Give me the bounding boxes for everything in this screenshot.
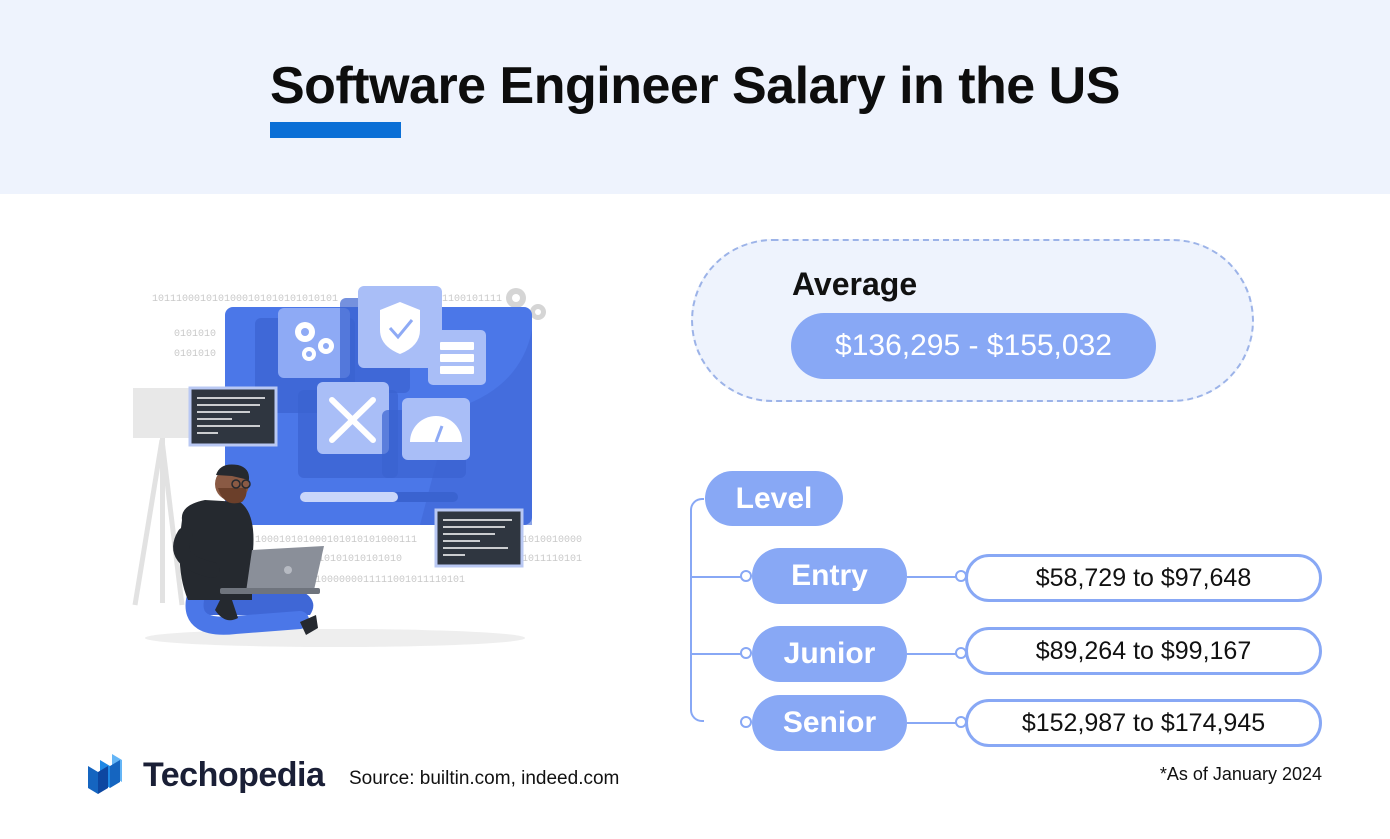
connector-line — [907, 653, 957, 655]
title-underline — [270, 122, 401, 138]
level-heading: Level — [705, 471, 843, 526]
level-senior-label: Senior — [752, 695, 907, 751]
connector-node — [740, 647, 752, 659]
level-junior-label: Junior — [752, 626, 907, 682]
binary-text: 1010010000 — [522, 535, 582, 546]
connector-node — [740, 716, 752, 728]
shield-icon — [380, 302, 420, 354]
gears-icon — [295, 322, 334, 361]
person-figure — [173, 464, 318, 635]
average-value: $136,295 - $155,032 — [791, 313, 1156, 379]
connector-line — [691, 576, 743, 578]
level-entry-label: Entry — [752, 548, 907, 604]
gear-icon — [506, 288, 546, 320]
header-banner — [0, 0, 1390, 194]
connector-line — [907, 722, 957, 724]
laptop — [220, 546, 324, 594]
binary-text: 1100101111 — [442, 294, 502, 305]
binary-text: 100010101000101010101000111 — [255, 535, 417, 546]
average-label: Average — [792, 266, 918, 302]
binary-text: 1010100010101010101010 — [270, 554, 402, 565]
brand-name: Techopedia — [143, 756, 325, 794]
progress-fill — [300, 492, 398, 502]
binary-text: 0101010 — [174, 349, 216, 360]
connector-node — [740, 570, 752, 582]
code-window — [434, 508, 524, 568]
settings-tile — [278, 308, 350, 378]
page-title: Software Engineer Salary in the US — [270, 57, 1120, 115]
as-of-note: *As of January 2024 — [1159, 764, 1322, 784]
source-note: Source: builtin.com, indeed.com — [349, 768, 620, 789]
tools-icon — [329, 397, 376, 443]
level-tree-connector — [690, 498, 704, 722]
level-entry-range: $58,729 to $97,648 — [965, 554, 1322, 602]
techopedia-logo-icon — [88, 754, 122, 794]
server-icon — [440, 342, 474, 374]
connector-line — [907, 576, 957, 578]
binary-text: 010101000000011111001011110101 — [285, 575, 465, 586]
binary-text: 1011110101 — [522, 554, 582, 565]
binary-text: 1011100010101000101010101010101 — [152, 294, 338, 305]
floor-lamp — [132, 388, 191, 606]
level-junior-range: $89,264 to $99,167 — [965, 627, 1322, 675]
binary-text: 0101010 — [174, 329, 216, 340]
gauge-icon — [410, 416, 462, 442]
floor-shadow — [145, 629, 525, 647]
developer-illustration: 1011100010101000101010101010101 0101010 … — [132, 286, 582, 647]
code-window — [188, 386, 278, 447]
connector-line — [691, 653, 743, 655]
level-senior-range: $152,987 to $174,945 — [965, 699, 1322, 747]
